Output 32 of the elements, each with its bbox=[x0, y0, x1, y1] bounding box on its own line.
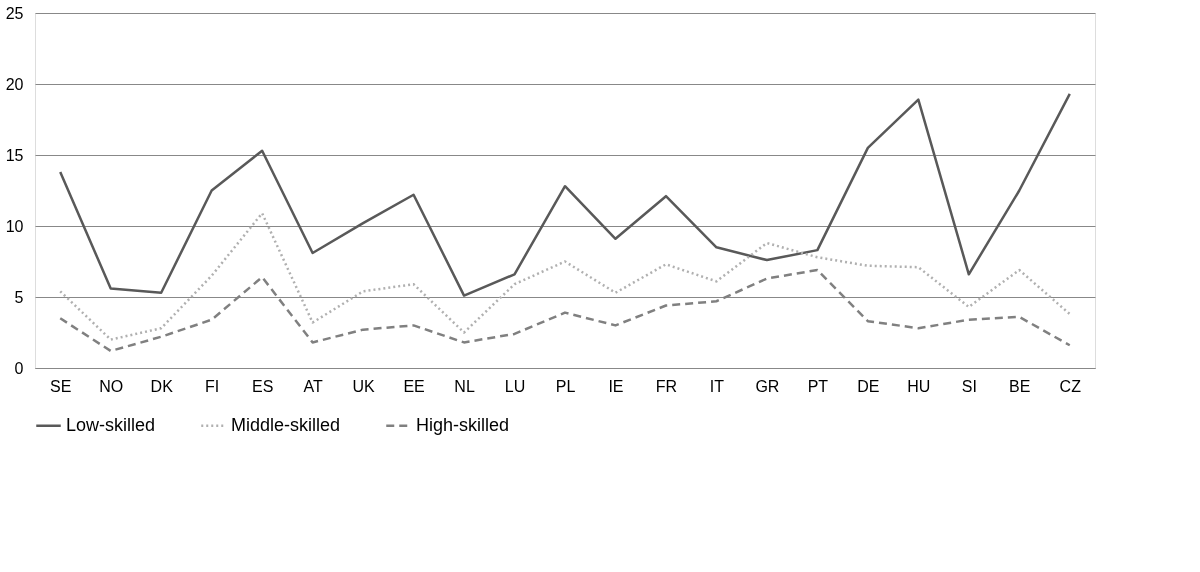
x-tick-label: FR bbox=[655, 377, 678, 395]
y-tick-label: 15 bbox=[5, 146, 24, 164]
x-tick-label: ES bbox=[251, 377, 274, 395]
x-tick-label: NO bbox=[99, 377, 124, 395]
x-tick-label: UK bbox=[352, 377, 376, 395]
x-tick-label: DE bbox=[857, 377, 880, 395]
y-tick-label: 10 bbox=[5, 217, 24, 235]
x-tick-label: PL bbox=[555, 377, 576, 395]
x-tick-label: AT bbox=[303, 377, 323, 395]
x-tick-label: SE bbox=[50, 377, 72, 395]
x-tick-label: DK bbox=[150, 377, 174, 395]
x-tick-label: LU bbox=[504, 377, 526, 395]
x-tick-label: EE bbox=[403, 377, 425, 395]
y-tick-label: 25 bbox=[5, 4, 24, 22]
x-tick-label: SI bbox=[961, 377, 977, 395]
x-tick-label: IT bbox=[709, 377, 725, 395]
line-series bbox=[58, 92, 1072, 297]
x-tick-label: CZ bbox=[1059, 377, 1082, 395]
line-series bbox=[58, 211, 1072, 341]
x-tick-label: NL bbox=[454, 377, 475, 395]
legend-label: High-skilled bbox=[416, 414, 510, 435]
x-tick-label: GR bbox=[755, 377, 780, 395]
y-tick-label: 5 bbox=[14, 288, 24, 306]
y-tick-label: 0 bbox=[14, 359, 24, 377]
x-tick-label: PT bbox=[807, 377, 829, 395]
legend-label: Low-skilled bbox=[66, 414, 156, 435]
x-tick-label: BE bbox=[1009, 377, 1031, 395]
x-tick-label: HU bbox=[907, 377, 931, 395]
x-tick-label: IE bbox=[608, 377, 624, 395]
legend-label: Middle-skilled bbox=[231, 414, 341, 435]
x-tick-label: FI bbox=[205, 377, 220, 395]
y-tick-label: 20 bbox=[5, 75, 24, 93]
